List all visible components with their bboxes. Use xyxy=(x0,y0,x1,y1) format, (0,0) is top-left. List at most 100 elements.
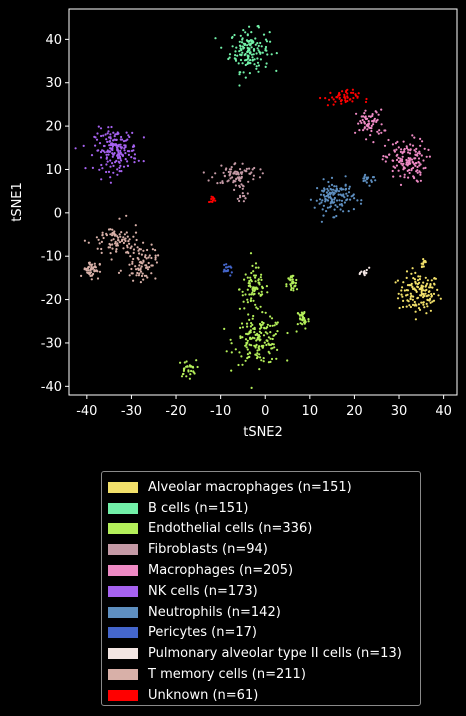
data-point xyxy=(258,353,261,356)
data-point xyxy=(113,230,116,233)
data-point xyxy=(419,144,422,147)
data-point xyxy=(219,181,222,184)
data-point xyxy=(248,293,251,296)
data-point xyxy=(183,361,186,364)
data-point xyxy=(413,136,416,139)
legend-swatch xyxy=(108,669,138,681)
data-point xyxy=(109,228,112,231)
data-point xyxy=(238,44,242,47)
data-point xyxy=(417,307,421,310)
data-point xyxy=(223,327,226,330)
data-point xyxy=(105,156,108,159)
legend-item: Pericytes (n=17) xyxy=(108,623,420,644)
data-point xyxy=(421,140,424,143)
data-point xyxy=(290,286,293,290)
data-point xyxy=(143,274,146,277)
data-point xyxy=(419,171,422,174)
data-point xyxy=(356,95,359,98)
data-point xyxy=(122,236,125,239)
data-point xyxy=(130,156,133,159)
data-point xyxy=(397,292,400,295)
data-point xyxy=(424,166,427,169)
data-point xyxy=(241,336,244,339)
data-point xyxy=(122,247,125,250)
data-point xyxy=(253,274,256,277)
data-point xyxy=(331,96,334,99)
data-point xyxy=(111,243,114,246)
data-point xyxy=(238,50,241,53)
data-point xyxy=(326,199,330,202)
data-point xyxy=(243,278,246,281)
data-point xyxy=(115,143,118,146)
data-point xyxy=(273,334,276,337)
data-point xyxy=(365,138,368,141)
data-point xyxy=(246,192,249,195)
data-point xyxy=(125,251,128,254)
data-point xyxy=(127,134,130,137)
legend-swatch xyxy=(108,565,138,577)
data-point xyxy=(399,183,403,186)
data-point xyxy=(401,295,404,298)
data-point xyxy=(358,272,361,276)
data-point xyxy=(419,294,422,297)
data-point xyxy=(132,251,135,254)
x-axis-label: tSNE2 xyxy=(243,425,283,440)
data-point xyxy=(338,97,341,100)
data-point xyxy=(378,129,381,132)
data-point xyxy=(137,274,140,277)
plot-area xyxy=(68,8,458,396)
data-point xyxy=(109,176,112,179)
data-point xyxy=(343,201,346,204)
data-point xyxy=(127,240,130,243)
data-point xyxy=(116,235,119,238)
legend-item: Fibroblasts (n=94) xyxy=(108,539,420,560)
data-point xyxy=(135,238,138,242)
data-point xyxy=(116,244,119,247)
data-point xyxy=(88,263,91,266)
data-point xyxy=(362,177,365,180)
data-point xyxy=(126,164,129,167)
data-point xyxy=(251,40,255,43)
data-point xyxy=(228,56,231,59)
data-point xyxy=(392,175,395,178)
scatter-points xyxy=(74,24,442,389)
data-point xyxy=(256,349,259,352)
data-point xyxy=(338,199,341,202)
data-point xyxy=(223,263,226,266)
data-point xyxy=(230,166,233,169)
data-point xyxy=(335,214,338,218)
data-point xyxy=(414,318,417,321)
data-point xyxy=(142,160,145,163)
data-point xyxy=(146,248,149,252)
data-point xyxy=(276,321,279,324)
data-point xyxy=(412,277,415,280)
data-point xyxy=(109,243,112,246)
data-point xyxy=(123,149,126,152)
data-point xyxy=(117,239,120,242)
data-point xyxy=(260,45,263,48)
data-point xyxy=(139,281,142,284)
data-point xyxy=(249,278,252,281)
data-point xyxy=(266,53,269,56)
data-point xyxy=(251,59,254,62)
data-point xyxy=(418,164,421,167)
data-point xyxy=(291,282,294,285)
data-point xyxy=(90,268,93,271)
data-point xyxy=(228,53,232,56)
data-point xyxy=(429,286,432,289)
data-point xyxy=(136,246,139,249)
data-point xyxy=(416,279,420,282)
data-point xyxy=(329,202,332,205)
data-point xyxy=(246,58,249,61)
data-point xyxy=(247,55,250,58)
data-point xyxy=(103,151,106,154)
data-point xyxy=(369,115,372,118)
data-point xyxy=(111,162,114,165)
data-point xyxy=(250,297,253,300)
tsne-scatter-chart: -40 -30 -20 -10 0 10 20 30 40 -40 -30 -20 -10 0 10 20 3… xyxy=(10,8,458,440)
data-point xyxy=(253,166,256,170)
data-point xyxy=(352,91,355,94)
data-point xyxy=(416,282,419,286)
data-point xyxy=(267,336,270,339)
data-point xyxy=(238,185,241,189)
